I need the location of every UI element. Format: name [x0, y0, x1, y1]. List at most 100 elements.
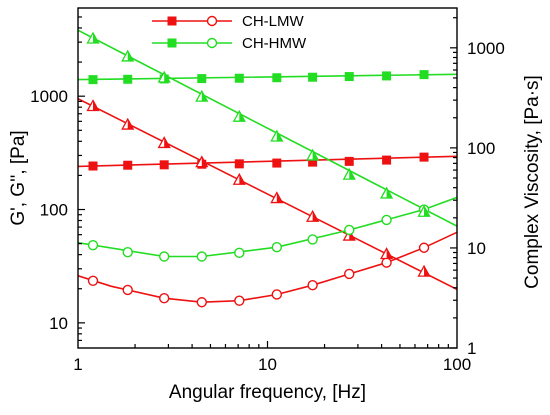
- legend-square-0: [167, 16, 177, 26]
- data-point-2-2-fill: [164, 137, 170, 148]
- data-point-0-5: [272, 158, 282, 168]
- y-left-tick-label: 100: [40, 201, 68, 220]
- data-point-1-9: [418, 242, 430, 253]
- series-line-0: [78, 231, 457, 304]
- data-point-4-3: [196, 251, 207, 262]
- legend-square-1: [167, 38, 177, 48]
- series-line-5: [78, 29, 457, 227]
- series-line-1: [78, 155, 457, 168]
- data-point-4-0: [87, 239, 99, 251]
- x-tick-label: 100: [443, 355, 471, 374]
- data-point-3-5: [272, 73, 282, 83]
- data-point-2-2: [157, 136, 171, 149]
- data-point-4-5: [271, 242, 283, 253]
- legend-circle-1: [206, 37, 218, 49]
- data-point-1-1: [122, 284, 133, 296]
- data-point-2-9: [417, 264, 431, 277]
- data-point-2-5-fill: [276, 192, 283, 203]
- data-point-5-3: [195, 89, 209, 102]
- data-point-1-5: [271, 289, 283, 300]
- data-point-1-2: [158, 293, 170, 304]
- legend-label-0: CH-LMW: [242, 13, 304, 30]
- data-point-5-4: [232, 109, 246, 122]
- data-point-5-1: [121, 49, 135, 62]
- data-point-2-4-fill: [239, 174, 245, 185]
- data-point-5-2: [157, 70, 171, 83]
- data-point-5-5-fill: [276, 130, 283, 141]
- data-point-2-9-fill: [424, 266, 430, 277]
- y-axis-right-title: Complex Viscosity, [Pa·s]: [522, 75, 543, 289]
- legend-label-1: CH-HMW: [242, 35, 307, 52]
- data-point-0-9: [419, 152, 429, 162]
- data-point-2-0: [86, 99, 100, 112]
- data-point-4-4: [234, 247, 245, 259]
- data-point-1-4: [234, 295, 245, 306]
- data-point-3-1: [123, 74, 133, 84]
- data-markers: [86, 31, 431, 308]
- data-point-2-3-fill: [201, 156, 208, 167]
- series-line-4: [78, 196, 457, 258]
- data-point-3-9: [419, 70, 429, 80]
- data-point-5-1-fill: [127, 50, 134, 61]
- data-point-4-7: [344, 224, 355, 236]
- plot-lines: [78, 29, 457, 304]
- data-point-3-6: [308, 72, 318, 82]
- x-tick-label: 10: [258, 355, 277, 374]
- data-point-5-2-fill: [164, 72, 170, 83]
- data-point-2-6: [306, 209, 320, 222]
- y-right-tick-label: 100: [467, 139, 495, 158]
- data-point-1-0: [87, 275, 99, 287]
- data-point-2-8: [379, 247, 394, 260]
- data-point-3-7: [344, 72, 354, 82]
- data-point-5-9: [417, 204, 431, 217]
- data-point-5-7: [342, 167, 356, 180]
- data-point-5-3-fill: [201, 91, 208, 102]
- series-line-2: [78, 97, 457, 291]
- data-point-0-7: [344, 156, 354, 166]
- data-point-2-1: [121, 117, 135, 130]
- y-axis-left-title: G', G'', [Pa]: [8, 130, 29, 225]
- axes: 1 10 100 10 100 1000 1 10 100 1000: [30, 7, 505, 374]
- data-point-3-4: [234, 73, 244, 83]
- data-point-0-6: [308, 157, 318, 167]
- data-point-2-1-fill: [127, 119, 134, 130]
- x-tick-label: 1: [73, 355, 82, 374]
- data-point-5-7-fill: [349, 169, 355, 180]
- data-point-0-0: [88, 161, 98, 171]
- y-left-tick-label: 10: [49, 314, 68, 333]
- data-point-5-8-fill: [386, 187, 393, 198]
- data-point-5-0-fill: [93, 32, 99, 43]
- data-point-1-6: [307, 279, 318, 291]
- data-point-0-1: [123, 160, 133, 170]
- data-point-5-9-fill: [424, 206, 430, 217]
- x-axis-title: Angular frequency, [Hz]: [169, 382, 366, 403]
- data-point-2-3: [195, 155, 209, 168]
- data-point-5-0: [86, 31, 100, 44]
- data-point-4-2: [158, 251, 170, 262]
- y-right-tick-label: 1000: [467, 39, 505, 58]
- data-point-0-8: [382, 155, 392, 165]
- data-point-5-5: [270, 129, 284, 142]
- data-point-0-4: [234, 159, 244, 169]
- data-point-5-6-fill: [312, 149, 319, 160]
- data-point-3-0: [88, 75, 98, 85]
- y-right-tick-label: 10: [467, 239, 486, 258]
- data-point-2-4: [232, 172, 246, 185]
- y-right-tick-label: 1: [467, 339, 476, 358]
- data-point-2-0-fill: [93, 100, 99, 111]
- data-point-4-1: [122, 247, 133, 258]
- series-line-3: [78, 73, 457, 81]
- legend-circle-0: [206, 15, 218, 27]
- data-point-5-6: [306, 148, 320, 161]
- data-point-5-8: [379, 186, 394, 199]
- data-point-1-7: [344, 268, 355, 280]
- data-point-2-5: [270, 191, 284, 204]
- y-left-tick-label: 1000: [30, 87, 68, 106]
- data-point-2-6-fill: [312, 211, 319, 222]
- data-point-4-6: [307, 234, 318, 245]
- data-point-5-4-fill: [239, 111, 245, 122]
- data-point-1-8: [381, 257, 392, 268]
- data-point-4-8: [381, 214, 392, 226]
- legend: CH-LMW CH-HMW: [152, 13, 307, 52]
